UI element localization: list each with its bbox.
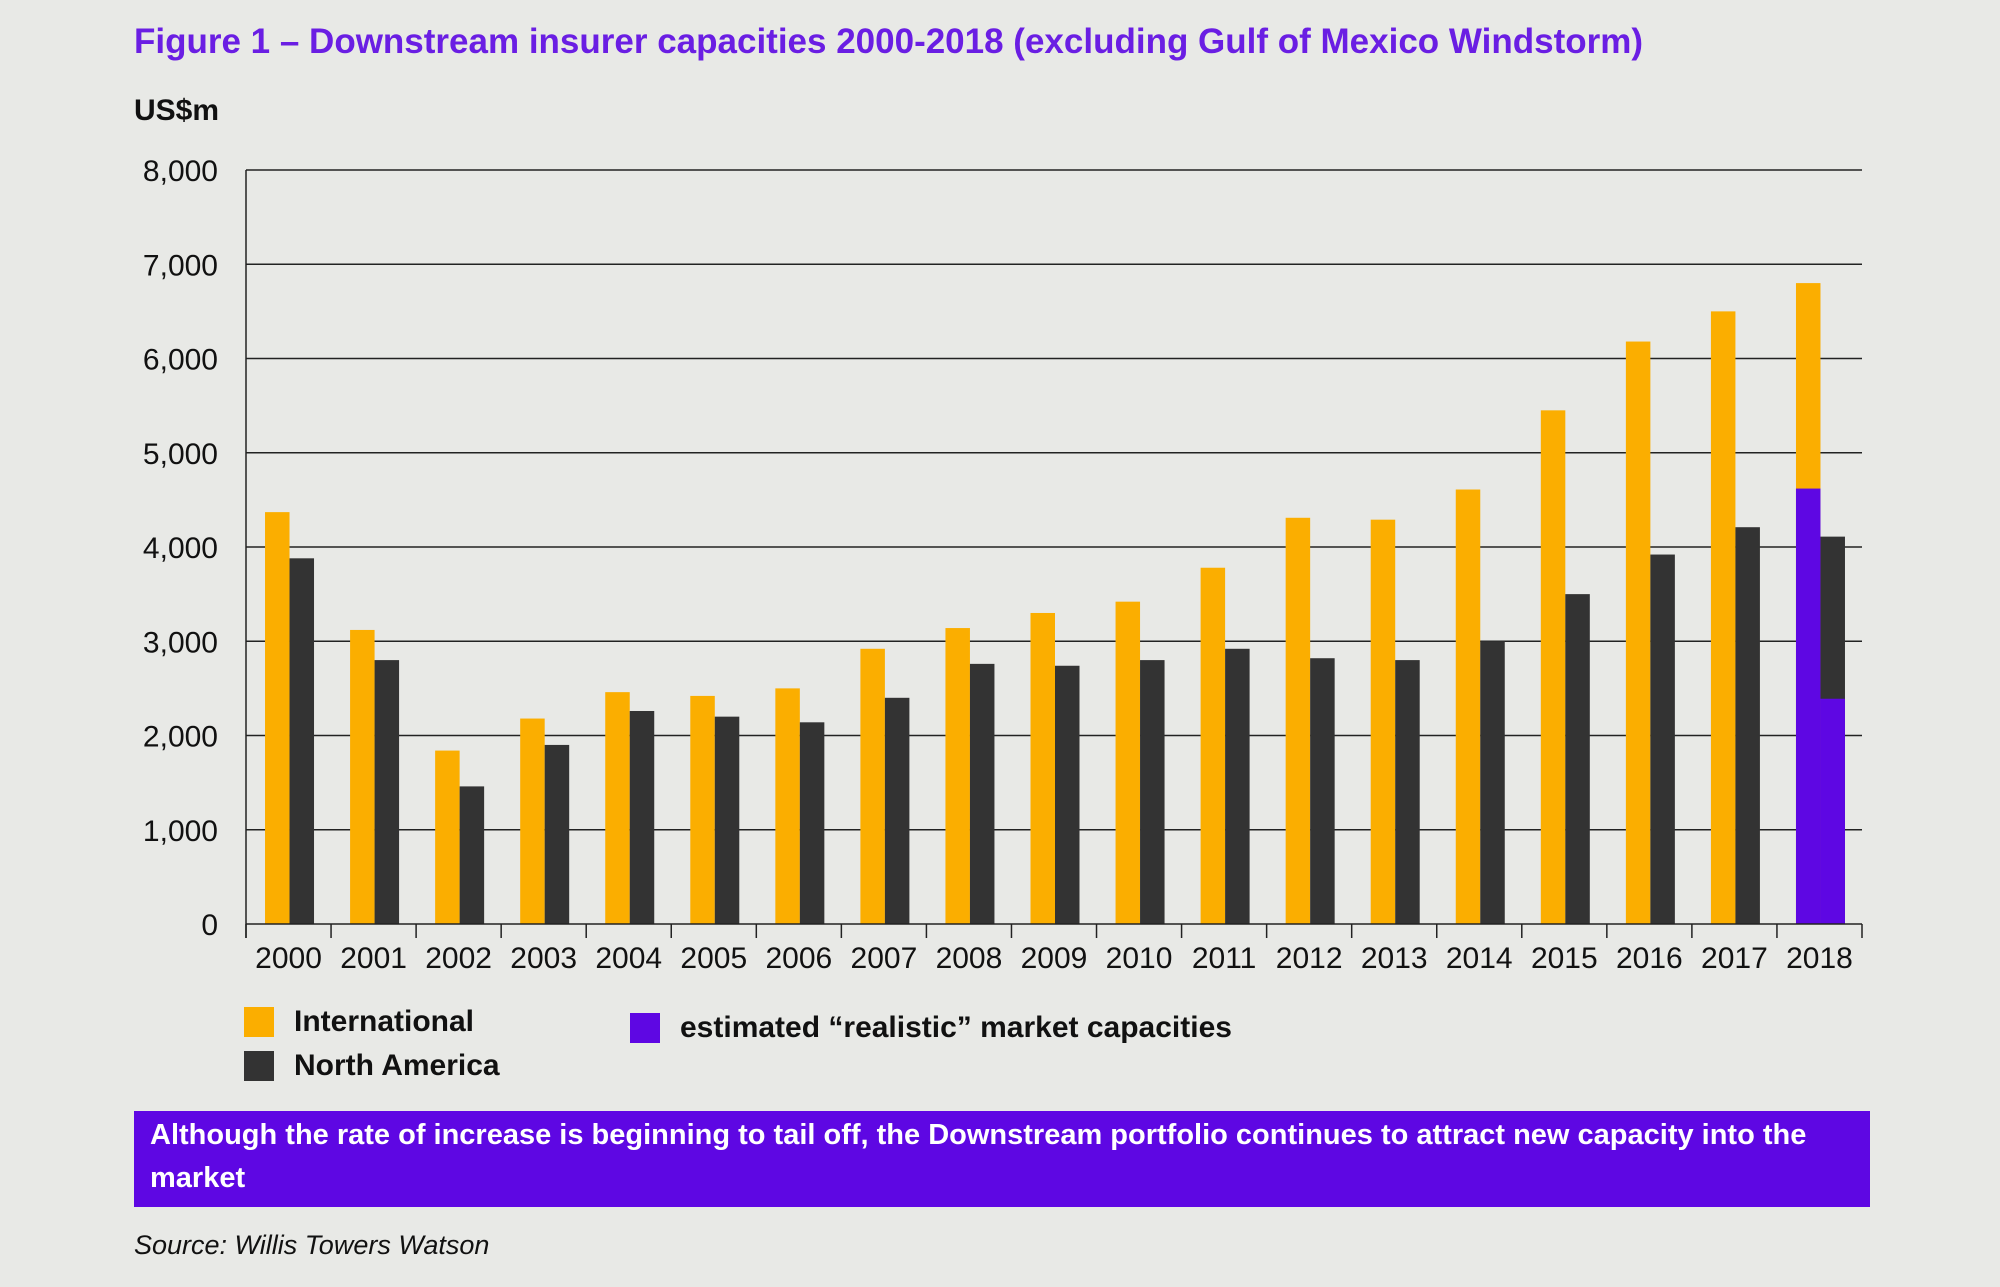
x-tick-label: 2013 (1361, 942, 1428, 975)
bar-north-america (1650, 554, 1675, 924)
bar-north-america (884, 697, 910, 924)
chart-title: Figure 1 – Downstream insurer capacities… (134, 22, 1643, 61)
legend-item-realistic: estimated “realistic” market capacities (630, 1011, 1232, 1045)
legend-swatch-north-america (244, 1051, 274, 1081)
bar-international (1200, 567, 1226, 924)
bar-realistic-capacity (1795, 488, 1821, 924)
bar-north-america (1395, 660, 1420, 924)
bar-international (520, 718, 545, 924)
bar-north-america (969, 663, 995, 924)
bar-north-america (1480, 641, 1505, 924)
bar-international (1115, 601, 1141, 924)
legend-swatch-realistic (630, 1013, 660, 1043)
legend-swatch-international (244, 1007, 274, 1037)
bar-north-america (374, 660, 400, 924)
x-tick-label: 2017 (1701, 942, 1768, 975)
bar-international (1710, 311, 1736, 924)
legend-item-international: International (244, 1005, 474, 1039)
bar-international (265, 512, 290, 924)
bar-international (1540, 410, 1566, 924)
x-tick-label: 2016 (1616, 942, 1683, 975)
legend-item-north-america: North America (244, 1049, 500, 1083)
y-tick-label: 4,000 (143, 532, 218, 565)
bar-international (350, 629, 375, 924)
legend-label-north-america: North America (294, 1049, 500, 1082)
bar-international (1285, 517, 1311, 924)
bar-international (1625, 341, 1651, 924)
bar-international (1030, 612, 1055, 924)
x-tick-label: 2011 (1192, 942, 1257, 975)
y-tick-label: 6,000 (143, 344, 218, 377)
y-axis-unit-label: US$m (134, 94, 220, 127)
x-tick-label: 2007 (851, 942, 918, 975)
y-tick-label: 0 (201, 909, 218, 942)
x-tick-label: 2006 (765, 942, 832, 975)
bar-international (945, 628, 970, 924)
bar-north-america (289, 558, 315, 924)
bar-north-america (799, 722, 825, 924)
bar-north-america (1565, 594, 1590, 924)
bar-north-america (459, 786, 485, 924)
bar-realistic-capacity (1820, 698, 1845, 924)
bar-international (775, 688, 800, 924)
y-tick-label: 3,000 (143, 626, 218, 659)
x-tick-label: 2002 (425, 942, 492, 975)
bar-international (1455, 489, 1481, 924)
y-tick-label: 7,000 (143, 249, 218, 282)
bar-international (1370, 519, 1396, 924)
bar-chart: 0 1,000 2,000 3,000 4,000 5,000 6,000 7,000 8,00… (143, 155, 1863, 975)
x-tick-label: 2015 (1531, 942, 1598, 975)
bar-international (435, 750, 460, 924)
x-tick-label: 2003 (510, 942, 577, 975)
bar-north-america (1140, 660, 1165, 924)
x-tick-label: 2010 (1106, 942, 1173, 975)
y-tick-label: 1,000 (143, 815, 218, 848)
bar-north-america (544, 744, 570, 924)
bar-north-america (1055, 665, 1080, 924)
x-tick-label: 2018 (1786, 942, 1853, 975)
bar-international (690, 695, 715, 924)
y-tick-label: 2,000 (143, 721, 218, 754)
bar-north-america (1310, 658, 1335, 924)
bar-international (860, 648, 885, 924)
x-tick-label: 2012 (1276, 942, 1343, 975)
x-tick-label: 2000 (255, 942, 322, 975)
legend-label-international: International (294, 1005, 475, 1038)
x-tick-label: 2014 (1446, 942, 1513, 975)
bar-north-america (1225, 648, 1250, 924)
y-tick-label: 5,000 (143, 438, 218, 471)
x-tick-label: 2001 (340, 942, 407, 975)
source-note: Source: Willis Towers Watson (134, 1230, 490, 1260)
x-tick-label: 2008 (936, 942, 1003, 975)
y-tick-label: 8,000 (143, 155, 218, 188)
bar-north-america (1735, 527, 1760, 924)
x-tick-label: 2009 (1021, 942, 1088, 975)
bar-international (605, 692, 630, 924)
bar-north-america (629, 710, 655, 924)
x-tick-label: 2004 (595, 942, 662, 975)
x-tick-label: 2005 (680, 942, 747, 975)
legend-label-realistic: estimated “realistic” market capacities (680, 1011, 1232, 1044)
callout-note: Although the rate of increase is beginni… (134, 1111, 1870, 1207)
bar-north-america (714, 716, 740, 924)
